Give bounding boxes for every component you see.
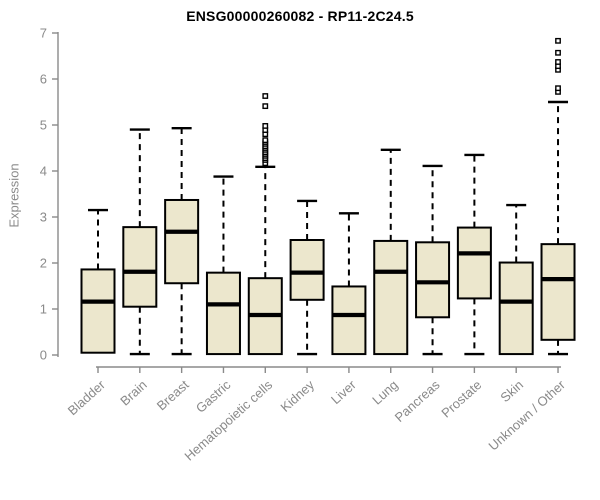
- iqr-box: [122, 226, 158, 308]
- outlier-point: [555, 49, 561, 56]
- box-group: [80, 208, 116, 354]
- box-group: [289, 199, 325, 356]
- outlier-point: [555, 37, 561, 44]
- box-group: [164, 127, 200, 356]
- x-axis-category-label: Liver: [328, 377, 359, 407]
- chart-title: ENSG00000260082 - RP11-2C24.5: [186, 8, 414, 24]
- x-axis-category-label: Skin: [497, 377, 526, 405]
- x-axis-category-label: Unknown / Other: [485, 377, 568, 454]
- y-axis-tick-label: 6: [40, 72, 47, 87]
- outlier-point: [262, 103, 269, 110]
- y-axis-tick-label: 0: [40, 348, 47, 363]
- x-axis-category-label: Prostate: [438, 377, 484, 421]
- x-axis-category-label: Kidney: [278, 377, 318, 415]
- iqr-box: [164, 198, 200, 285]
- y-axis-tick-label: 1: [40, 302, 47, 317]
- x-axis-category-label: Pancreas: [392, 377, 443, 425]
- iqr-box: [373, 239, 409, 356]
- iqr-box: [540, 243, 576, 341]
- x-axis-category-label: Brain: [117, 377, 150, 408]
- iqr-box: [415, 241, 451, 319]
- y-axis-tick-label: 3: [40, 210, 47, 225]
- iqr-box: [456, 226, 492, 300]
- outlier-point: [262, 137, 269, 144]
- y-axis-tick-label: 4: [40, 164, 47, 179]
- box-group: [331, 212, 367, 356]
- y-axis-tick-label: 5: [40, 118, 47, 133]
- box-group: [205, 175, 241, 356]
- x-axis-category-label: Lung: [369, 377, 401, 407]
- x-axis-category-label: Breast: [154, 377, 192, 414]
- iqr-box: [80, 268, 116, 354]
- outlier-point: [262, 123, 269, 129]
- iqr-box: [205, 271, 241, 356]
- box-group: [540, 37, 576, 356]
- box-group: [456, 153, 492, 356]
- box-group: [415, 164, 451, 356]
- iqr-box: [498, 261, 534, 356]
- box-group: [122, 128, 158, 356]
- outlier-point: [555, 85, 561, 92]
- box-group: [498, 203, 534, 356]
- outlier-point: [555, 59, 561, 65]
- box-group: [373, 148, 409, 356]
- y-axis-tick-label: 2: [40, 256, 47, 271]
- outlier-point: [262, 93, 269, 99]
- iqr-box: [289, 239, 325, 301]
- box-group: [247, 93, 283, 356]
- iqr-box: [331, 285, 367, 356]
- y-axis-tick-label: 7: [40, 26, 47, 41]
- x-axis-category-label: Bladder: [65, 377, 109, 419]
